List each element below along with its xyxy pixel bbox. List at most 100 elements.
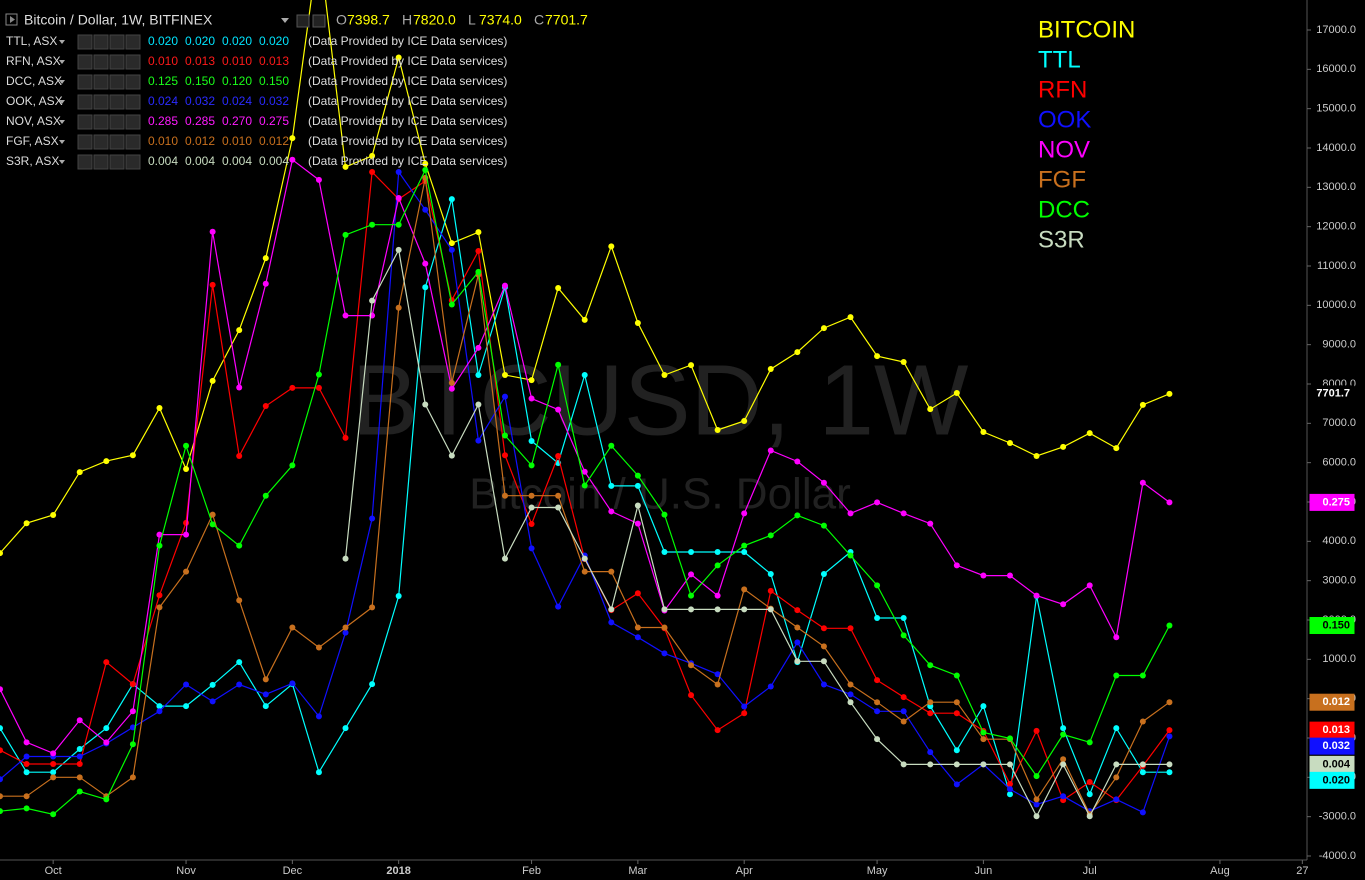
- data-point: [501, 282, 508, 289]
- data-point: [714, 548, 721, 555]
- price-label: 0.012: [1322, 696, 1350, 708]
- data-point: [634, 520, 641, 527]
- data-point: [767, 606, 774, 613]
- data-point: [1006, 572, 1013, 579]
- data-point: [156, 703, 163, 710]
- data-point: [448, 246, 455, 253]
- collapse-icon[interactable]: [5, 13, 18, 26]
- data-point: [23, 739, 30, 746]
- data-point: [953, 699, 960, 706]
- data-point: [395, 246, 402, 253]
- data-point: [900, 632, 907, 639]
- row-icon: [125, 34, 141, 50]
- data-point: [422, 260, 429, 267]
- data-point: [847, 510, 854, 517]
- data-point: [103, 796, 110, 803]
- data-point: [236, 659, 243, 666]
- ohlc-value: 7820.0: [413, 12, 456, 28]
- row-dropdown: [59, 140, 65, 144]
- data-point: [900, 510, 907, 517]
- data-point: [342, 312, 349, 319]
- data-point: [767, 366, 774, 373]
- data-point: [1113, 796, 1120, 803]
- settings-icon[interactable]: [312, 14, 326, 28]
- data-point: [953, 710, 960, 717]
- price-label: 0.013: [1322, 724, 1350, 736]
- data-point: [23, 769, 30, 776]
- data-point: [395, 221, 402, 228]
- legend-entry: DCC: [1038, 196, 1090, 223]
- row-value: 0.020: [259, 34, 289, 48]
- data-point: [767, 447, 774, 454]
- row-value: 0.020: [185, 34, 215, 48]
- data-point: [50, 769, 57, 776]
- data-point: [608, 442, 615, 449]
- data-point: [634, 482, 641, 489]
- data-point: [581, 555, 588, 562]
- data-point: [236, 681, 243, 688]
- data-point: [1166, 727, 1173, 734]
- data-point: [156, 542, 163, 549]
- data-point: [50, 750, 57, 757]
- data-point: [315, 384, 322, 391]
- data-point: [634, 472, 641, 479]
- row-icon: [93, 114, 109, 130]
- data-point: [369, 515, 376, 522]
- row-dropdown: [59, 160, 65, 164]
- data-point: [156, 531, 163, 538]
- data-point: [980, 736, 987, 743]
- settings-icon[interactable]: [296, 14, 310, 28]
- data-point: [1113, 774, 1120, 781]
- row-value: 0.012: [185, 134, 215, 148]
- row-value: 0.150: [259, 74, 289, 88]
- data-point: [23, 793, 30, 800]
- x-tick-label: Mar: [628, 865, 647, 877]
- data-point: [501, 492, 508, 499]
- data-point: [1166, 733, 1173, 740]
- price-label-box: [1309, 771, 1355, 789]
- data-point: [1006, 440, 1013, 446]
- row-value: 0.024: [222, 94, 252, 108]
- data-point: [448, 379, 455, 386]
- data-point: [980, 729, 987, 736]
- data-point: [76, 760, 83, 767]
- data-point: [183, 681, 190, 688]
- data-point: [183, 442, 190, 449]
- data-point: [76, 717, 83, 724]
- data-point: [76, 774, 83, 781]
- ohlc-key: O: [336, 12, 347, 28]
- row-note: (Data Provided by ICE Data services): [308, 154, 507, 168]
- ohlc-key: C: [534, 12, 544, 28]
- x-tick-label: May: [867, 865, 888, 877]
- data-point: [50, 760, 57, 767]
- row-icon: [125, 154, 141, 170]
- row-dropdown: [59, 100, 65, 104]
- data-point: [608, 619, 615, 626]
- data-point: [1166, 622, 1173, 629]
- data-point: [23, 760, 30, 767]
- row-icon: [125, 54, 141, 70]
- data-point: [555, 361, 562, 368]
- data-point: [23, 753, 30, 760]
- row-note: (Data Provided by ICE Data services): [308, 34, 507, 48]
- x-tick-label: Feb: [522, 865, 541, 877]
- data-point: [422, 401, 429, 408]
- data-point: [661, 606, 668, 613]
- data-point: [900, 761, 907, 768]
- dropdown-arrow[interactable]: [281, 18, 289, 23]
- data-point: [794, 639, 801, 646]
- data-point: [555, 452, 562, 459]
- row-icon: [93, 74, 109, 90]
- row-value: 0.010: [148, 134, 178, 148]
- row-symbol: TTL, ASX: [6, 34, 57, 48]
- row-value: 0.004: [148, 154, 178, 168]
- row-symbol: RFN, ASX: [6, 54, 61, 68]
- data-point: [209, 698, 216, 705]
- data-point: [129, 741, 136, 748]
- row-symbol: NOV, ASX: [6, 114, 61, 128]
- row-symbol: DCC, ASX: [6, 74, 62, 88]
- data-point: [395, 168, 402, 175]
- y-tick-label: 1000.0: [1322, 653, 1356, 665]
- row-value: 0.120: [222, 74, 252, 88]
- legend-entry: NOV: [1038, 136, 1090, 163]
